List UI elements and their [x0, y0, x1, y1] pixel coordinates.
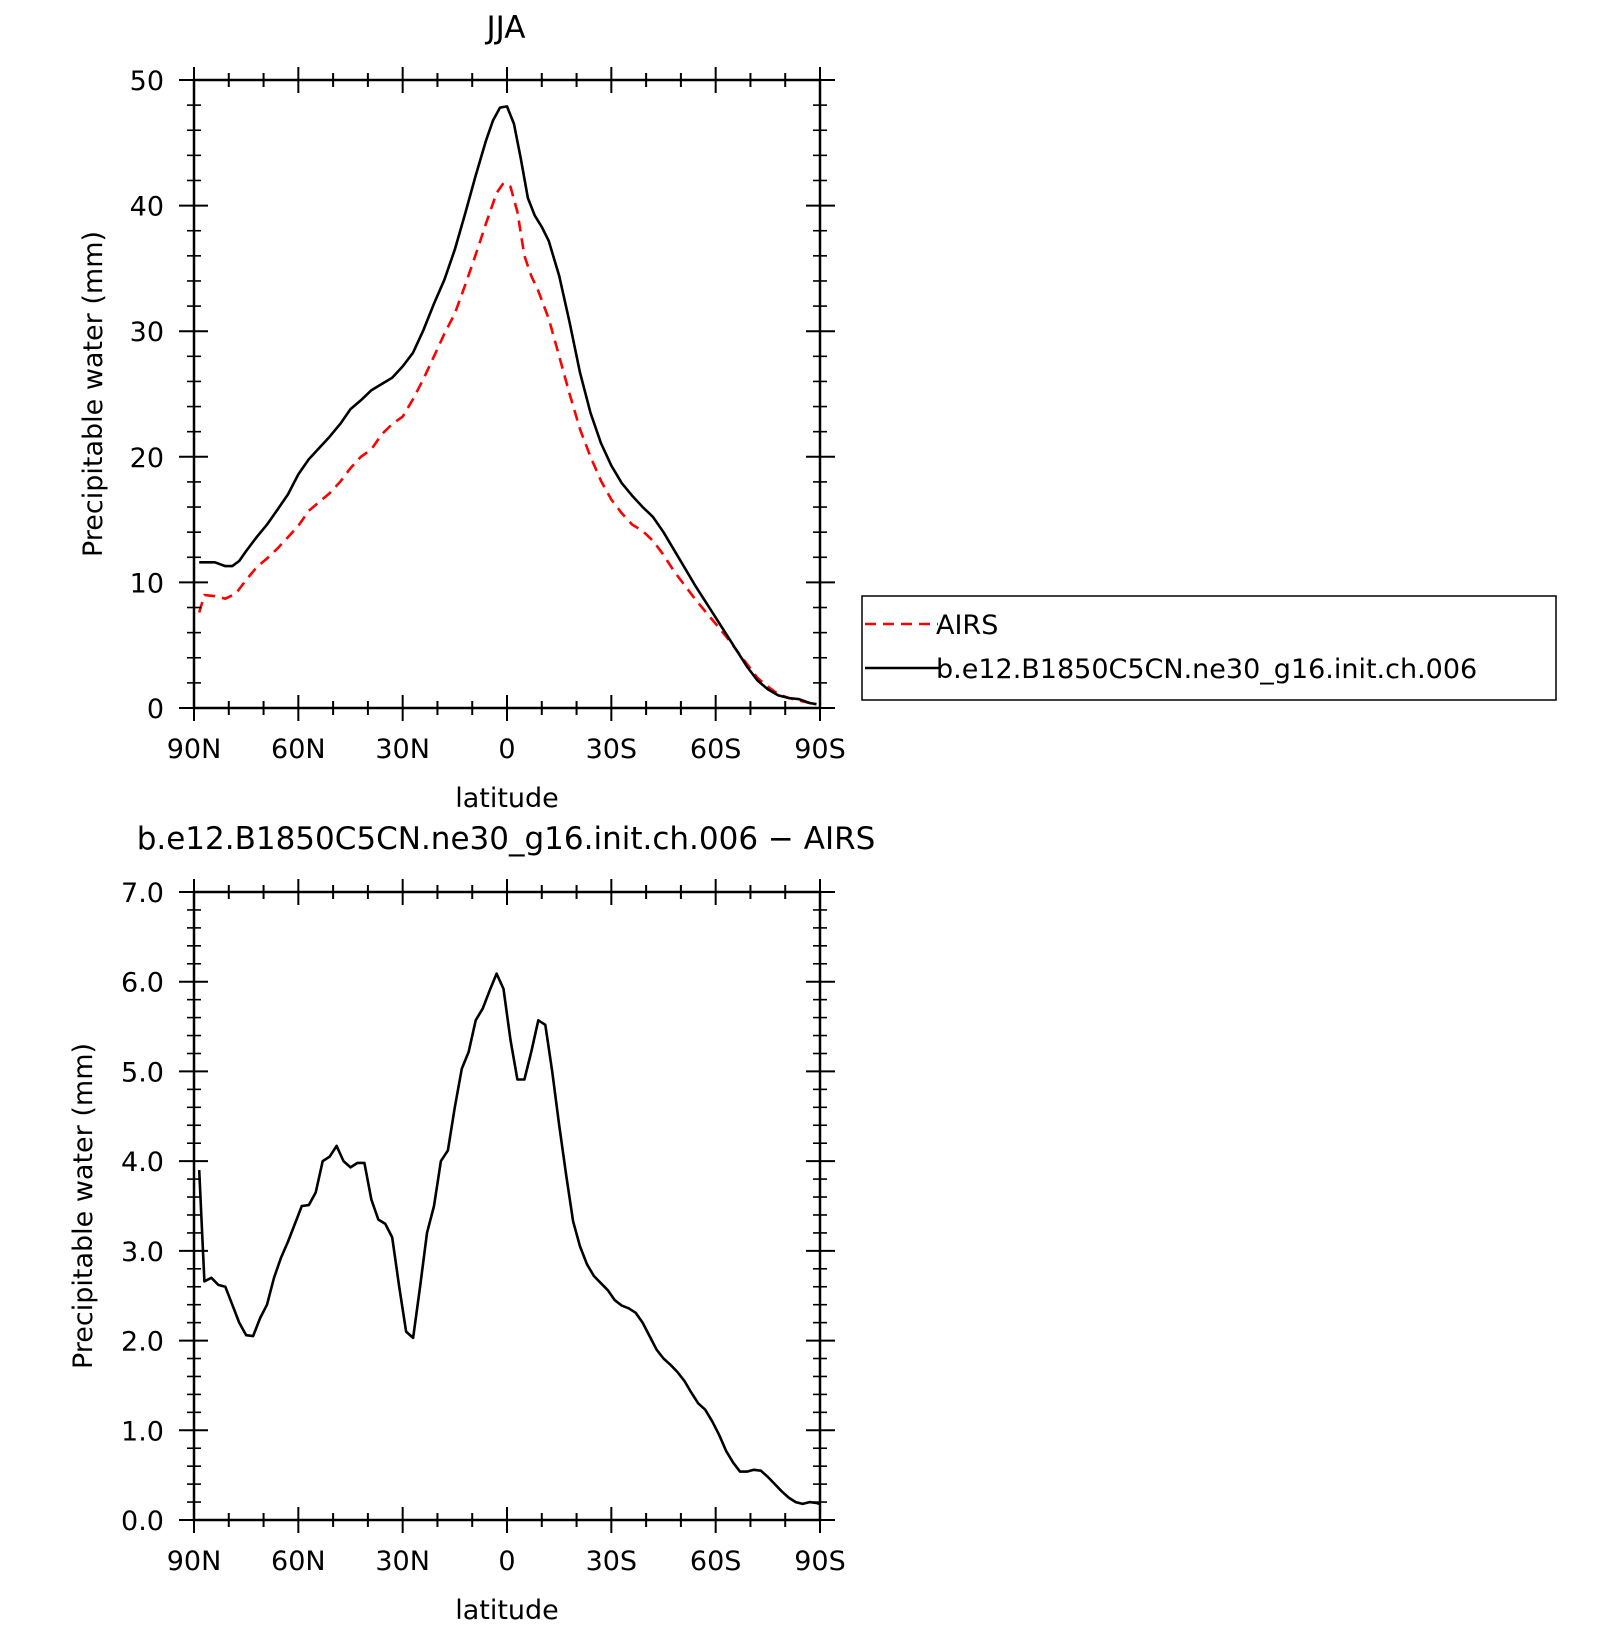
top-chart-x-tick-label: 90N: [167, 734, 222, 765]
top-chart-x-tick-label: 60N: [271, 734, 326, 765]
legend: AIRS b.e12.B1850C5CN.ne30_g16.init.ch.00…: [861, 595, 1557, 701]
bottom-chart-x-tick-label: 90S: [794, 1546, 846, 1577]
top-chart-plot-frame: [192, 78, 822, 710]
top-chart-x-tick-label: 60S: [690, 734, 742, 765]
bottom-chart-x-tick-label: 60S: [690, 1546, 742, 1577]
bottom-chart-y-tick-label: 0.0: [121, 1506, 164, 1537]
bottom-chart-series-line-0: [197, 972, 820, 1506]
top-chart-x-tick-label: 0: [498, 734, 515, 765]
top-chart-x-tick-label: 30N: [375, 734, 430, 765]
bottom-chart-title: b.e12.B1850C5CN.ne30_g16.init.ch.006 − A…: [137, 821, 876, 857]
top-chart-y-axis-label: Precipitable water (mm): [78, 231, 109, 557]
top-chart-x-tick-label: 30S: [586, 734, 638, 765]
bottom-chart-x-tick-label: 60N: [271, 1546, 326, 1577]
bottom-chart-x-axis-label: latitude: [455, 1595, 559, 1625]
bottom-chart-x-tick-label: 0: [498, 1546, 515, 1577]
top-chart-y-tick-label: 0: [147, 694, 164, 725]
bottom-chart-x-tick-label: 30N: [375, 1546, 430, 1577]
bottom-chart-y-tick-label: 5.0: [121, 1057, 164, 1088]
bottom-chart-y-tick-label: 1.0: [121, 1416, 164, 1447]
top-chart-y-tick-label: 30: [130, 317, 164, 348]
legend-label-model: b.e12.B1850C5CN.ne30_g16.init.ch.006: [936, 654, 1477, 685]
bottom-chart-y-tick-label: 6.0: [121, 968, 164, 999]
bottom-chart-x-tick-label: 30S: [586, 1546, 638, 1577]
bottom-chart-x-tick-label: 90N: [167, 1546, 222, 1577]
top-chart: JJA 90N 60N 30N 0 30S 60S 90S 0 10 20 30 40 50 latit…: [78, 10, 1557, 814]
top-chart-y-tick-label: 10: [130, 568, 164, 599]
top-chart-x-tick-label: 90S: [794, 734, 846, 765]
legend-box: [861, 595, 1557, 701]
bottom-chart-y-axis-label: Precipitable water (mm): [68, 1043, 99, 1369]
top-chart-series-line-0: [197, 181, 817, 707]
bottom-chart: b.e12.B1850C5CN.ne30_g16.init.ch.006 − A…: [68, 821, 875, 1625]
top-chart-title: JJA: [485, 10, 526, 46]
bottom-chart-y-tick-label: 4.0: [121, 1147, 164, 1178]
bottom-chart-plot-frame: [192, 890, 822, 1522]
top-chart-y-tick-label: 40: [130, 192, 164, 223]
bottom-chart-y-tick-label: 7.0: [121, 878, 164, 909]
top-chart-y-tick-label: 20: [130, 443, 164, 474]
top-chart-x-axis-label: latitude: [455, 783, 559, 814]
top-chart-series-line-1: [199, 105, 817, 706]
top-chart-y-tick-label: 50: [130, 66, 164, 97]
bottom-chart-y-tick-label: 2.0: [121, 1327, 164, 1358]
bottom-chart-y-tick-label: 3.0: [121, 1237, 164, 1268]
legend-label-airs: AIRS: [936, 610, 998, 641]
